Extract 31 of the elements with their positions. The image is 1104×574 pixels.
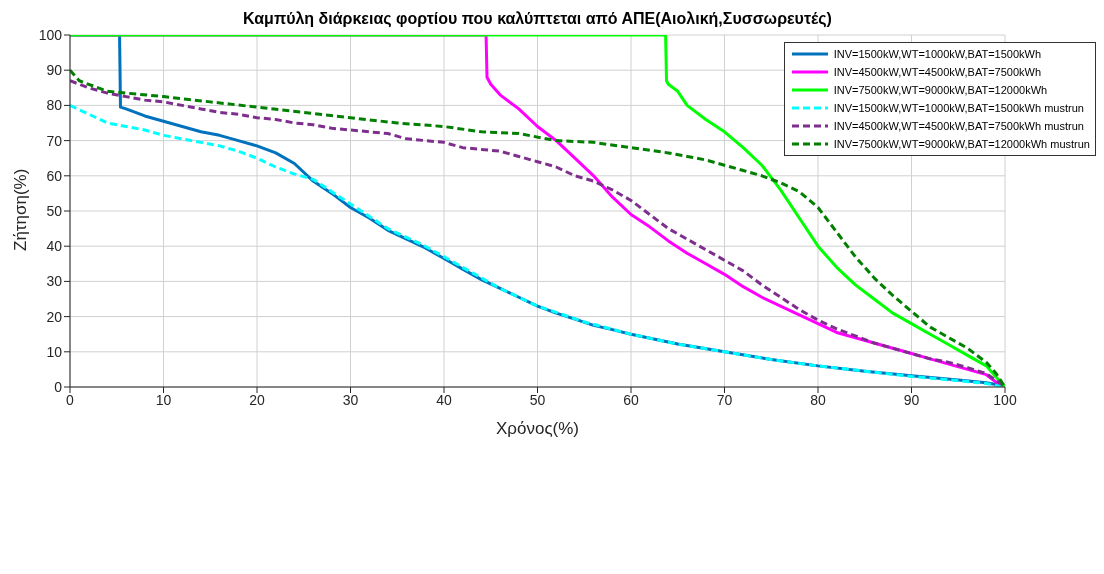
y-tick-label: 90 [46, 62, 63, 79]
y-tick-label: 10 [46, 343, 63, 360]
x-tick-label: 100 [993, 391, 1017, 408]
x-tick-label: 0 [66, 391, 75, 408]
x-tick-label: 60 [623, 391, 639, 408]
x-tick-label: 30 [342, 391, 359, 408]
x-tick-label: 50 [529, 391, 546, 408]
legend-label: INV=1500kW,WT=1000kW,BAT=1500kWh [833, 48, 1042, 60]
y-axis-title: Ζήτηση(%) [11, 168, 31, 251]
legend-label: INV=7500kW,WT=9000kW,BAT=12000kWh mustrun [833, 138, 1090, 150]
chart-title: Καμπύλη διάρκειας φορτίου που καλύπτεται από ΑΠΕ(Αιολική,Συσσωρευτές) [242, 10, 833, 28]
y-tick-label: 20 [46, 308, 63, 325]
x-tick-label: 70 [716, 391, 733, 408]
x-tick-label: 80 [810, 391, 826, 408]
y-tick-label: 70 [46, 132, 63, 149]
legend-label: INV=4500kW,WT=4500kW,BAT=7500kWh [833, 66, 1042, 78]
y-tick-label: 60 [46, 167, 63, 184]
x-tick-label: 20 [249, 391, 265, 408]
x-tick-label: 40 [436, 391, 452, 408]
y-tick-label: 50 [46, 202, 63, 219]
legend-label: INV=4500kW,WT=4500kW,BAT=7500kWh mustrun [833, 120, 1084, 132]
y-tick-label: 0 [54, 378, 63, 395]
x-tick-label: 10 [155, 391, 172, 408]
y-tick-label: 40 [46, 238, 63, 255]
legend-label: INV=1500kW,WT=1000kW,BAT=1500kWh mustrun [833, 102, 1084, 114]
x-tick-label: 90 [903, 391, 920, 408]
x-axis-title: Χρόνος(%) [495, 419, 580, 438]
y-tick-label: 30 [46, 273, 63, 290]
y-tick-label: 100 [38, 26, 63, 43]
legend-label: INV=7500kW,WT=9000kW,BAT=12000kWh [833, 84, 1048, 96]
y-tick-label: 80 [46, 97, 63, 114]
